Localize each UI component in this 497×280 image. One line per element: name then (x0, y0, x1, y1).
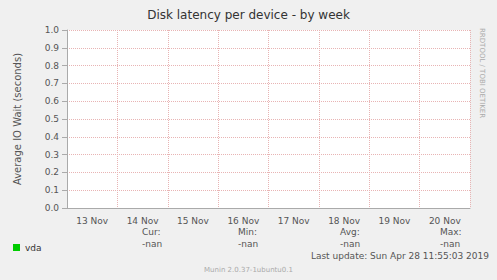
svg-text:Cur:: Cur: (142, 227, 161, 237)
svg-text:-nan: -nan (238, 239, 258, 249)
svg-text:0.6: 0.6 (45, 96, 60, 106)
svg-text:-nan: -nan (340, 239, 360, 249)
svg-text:0.4: 0.4 (45, 132, 60, 142)
svg-text:RRDTOOL / TOBI OETIKER: RRDTOOL / TOBI OETIKER (478, 28, 486, 118)
svg-text:0.2: 0.2 (45, 167, 59, 177)
svg-text:vda: vda (25, 243, 42, 253)
svg-text:0.1: 0.1 (45, 185, 59, 195)
svg-text:18 Nov: 18 Nov (328, 216, 361, 226)
svg-text:Min:: Min: (238, 227, 257, 237)
svg-text:13 Nov: 13 Nov (76, 216, 109, 226)
svg-text:-nan: -nan (142, 239, 162, 249)
svg-text:19 Nov: 19 Nov (378, 216, 411, 226)
svg-text:Max:: Max: (440, 227, 462, 237)
svg-text:0.7: 0.7 (45, 78, 59, 88)
svg-text:14 Nov: 14 Nov (127, 216, 160, 226)
svg-text:1.0: 1.0 (45, 25, 60, 35)
svg-text:16 Nov: 16 Nov (227, 216, 260, 226)
svg-text:0.3: 0.3 (45, 150, 59, 160)
svg-text:Average IO Wait (seconds): Average IO Wait (seconds) (12, 53, 23, 185)
svg-text:Last update: Sun Apr 28 11:55:: Last update: Sun Apr 28 11:55:03 2019 (311, 251, 489, 261)
svg-text:Disk latency per device - by w: Disk latency per device - by week (147, 8, 350, 22)
svg-text:15 Nov: 15 Nov (177, 216, 210, 226)
svg-text:0.9: 0.9 (45, 43, 60, 53)
svg-text:Avg:: Avg: (340, 227, 360, 237)
svg-text:0.8: 0.8 (45, 61, 60, 71)
svg-text:0.0: 0.0 (45, 203, 60, 213)
svg-text:-nan: -nan (440, 239, 460, 249)
svg-text:17 Nov: 17 Nov (278, 216, 311, 226)
svg-text:0.5: 0.5 (45, 114, 59, 124)
svg-text:20 Nov: 20 Nov (429, 216, 462, 226)
svg-text:Munin 2.0.37-1ubuntu0.1: Munin 2.0.37-1ubuntu0.1 (204, 266, 293, 274)
